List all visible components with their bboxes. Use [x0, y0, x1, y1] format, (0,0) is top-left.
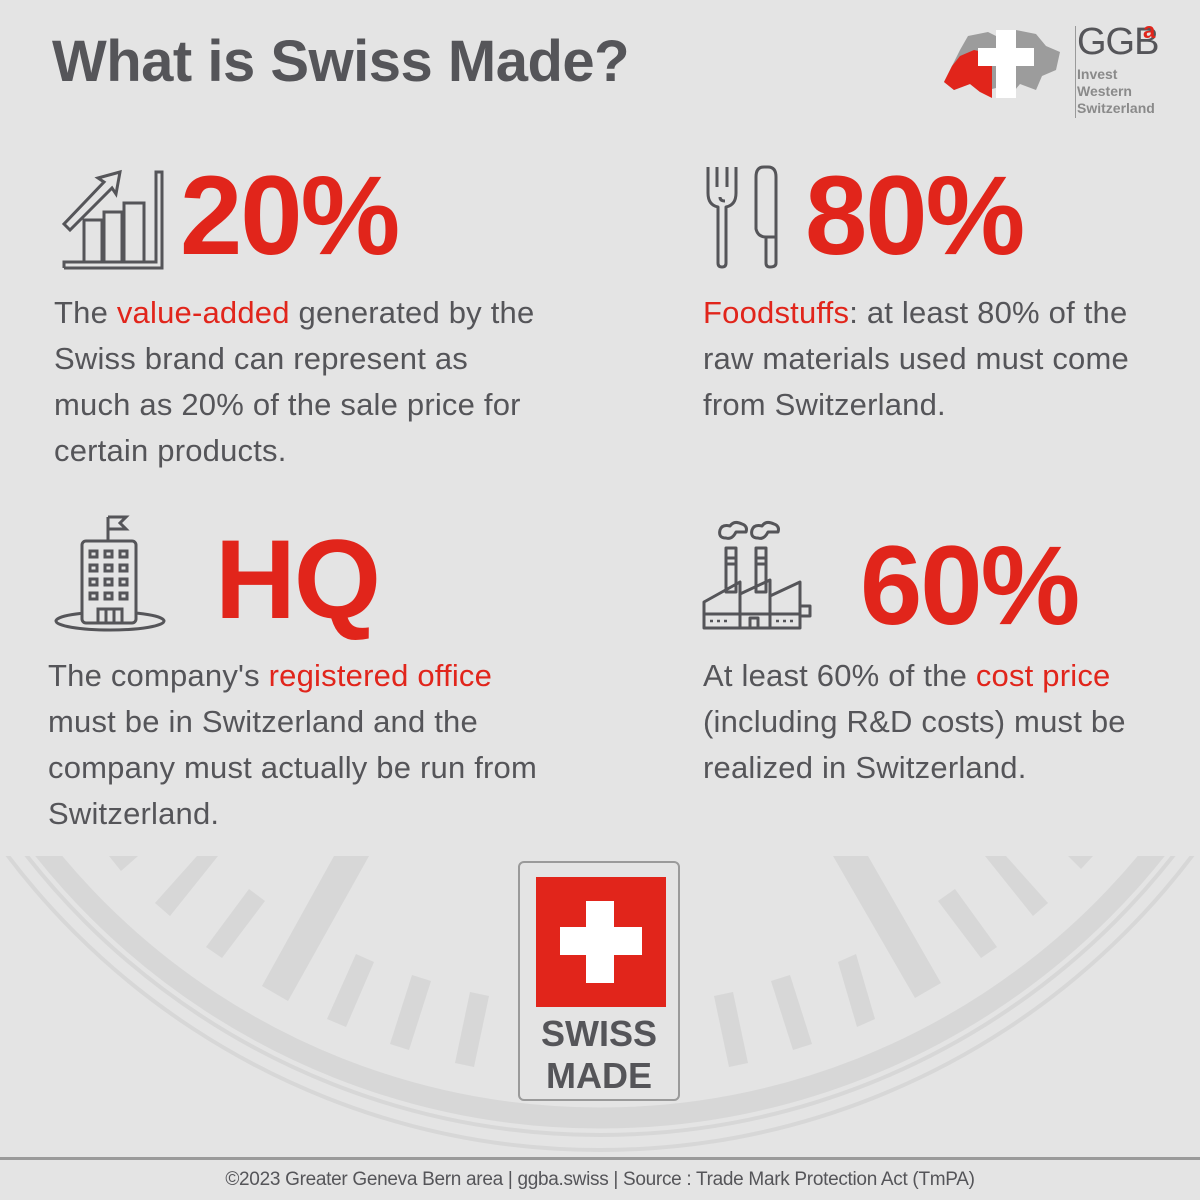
swiss-made-badge: SWISS MADE	[518, 861, 680, 1101]
factory-icon	[702, 520, 812, 630]
highlight-registered-office: registered office	[268, 658, 493, 693]
footer-divider	[0, 1157, 1200, 1160]
logo-superscript: a	[1143, 18, 1156, 43]
headline-80-percent: 80%	[805, 153, 1025, 278]
card-description: The company's registered office must be …	[48, 658, 538, 831]
logo-wordmark: GGB	[1077, 21, 1159, 63]
page-title: What is Swiss Made?	[52, 29, 630, 94]
highlight-cost-price: cost price	[975, 658, 1111, 693]
logo-tagline: Invest Western Switzerland	[1077, 66, 1155, 116]
card-description: Foodstuffs: at least 80% of the raw mate…	[703, 295, 1129, 422]
card-description: At least 60% of the cost price (includin…	[703, 658, 1126, 785]
card-description: The value-added generated by the Swiss b…	[54, 295, 535, 468]
swiss-map-with-cross-icon	[944, 30, 1060, 98]
swiss-cross-icon	[536, 877, 666, 1007]
highlight-foodstuffs: Foodstuffs	[703, 295, 850, 330]
logo-divider	[1075, 26, 1076, 118]
headline-hq: HQ	[215, 517, 381, 642]
highlight-value-added: value-added	[116, 295, 290, 330]
footer-credits: ©2023 Greater Geneva Bern area | ggba.sw…	[225, 1169, 975, 1190]
badge-line-swiss: SWISS	[540, 1013, 657, 1054]
growth-chart-icon	[62, 169, 164, 270]
badge-line-made: MADE	[546, 1055, 652, 1096]
headline-60-percent: 60%	[860, 523, 1080, 648]
headline-20-percent: 20%	[180, 153, 400, 278]
fork-knife-icon	[706, 165, 778, 269]
ggba-logo: GGB a Invest Western Switzerland	[940, 18, 1180, 122]
office-building-flag-icon	[54, 515, 166, 632]
